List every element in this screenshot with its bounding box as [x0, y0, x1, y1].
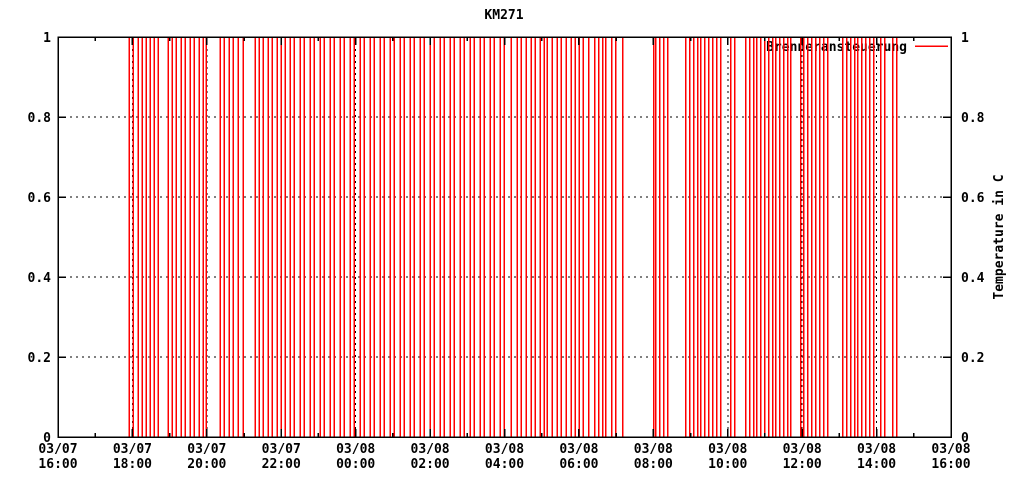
- x-tick-label-time: 06:00: [559, 457, 598, 472]
- y-tick-label-right: 0.4: [961, 271, 985, 286]
- x-tick-label-date: 03/07: [187, 442, 226, 457]
- y-tick-label-left: 0.6: [28, 191, 52, 206]
- x-tick-label-date: 03/08: [783, 442, 822, 457]
- x-tick-label-date: 03/08: [336, 442, 375, 457]
- x-tick-label-date: 03/08: [559, 442, 598, 457]
- x-tick-label-time: 18:00: [113, 457, 152, 472]
- x-tick-label-date: 03/08: [708, 442, 747, 457]
- x-tick-label-date: 03/08: [931, 442, 970, 457]
- data-series-layer: [128, 37, 948, 437]
- y-tick-label-right: 0: [961, 431, 969, 446]
- x-tick-label-time: 14:00: [857, 457, 896, 472]
- x-tick-label-date: 03/07: [38, 442, 77, 457]
- y-tick-label-right: 0.2: [961, 351, 984, 366]
- x-tick-label-date: 03/08: [411, 442, 450, 457]
- x-tick-label-time: 10:00: [708, 457, 747, 472]
- y-tick-label-right: 0.8: [961, 111, 985, 126]
- x-tick-label-date: 03/08: [634, 442, 673, 457]
- x-tick-label-date: 03/08: [485, 442, 524, 457]
- y-tick-label-right: 0.6: [961, 191, 985, 206]
- y-tick-label-left: 0.8: [28, 111, 52, 126]
- axes-layer: 0 00.2 0.20.4 0.40.6 0.60.8 0.81 103/0716:0003…: [28, 31, 985, 472]
- x-tick-label-date: 03/08: [857, 442, 896, 457]
- x-tick-label-time: 16:00: [38, 457, 77, 472]
- y-tick-label-left: 0.4: [28, 271, 52, 286]
- chart-title: KM271: [484, 8, 523, 23]
- y-tick-label-left: 0: [43, 431, 51, 446]
- x-tick-label-date: 03/07: [262, 442, 301, 457]
- y-tick-label-right: 1: [961, 31, 969, 46]
- x-tick-label-time: 00:00: [336, 457, 375, 472]
- x-tick-label-time: 16:00: [931, 457, 970, 472]
- x-tick-label-date: 03/07: [113, 442, 152, 457]
- x-tick-label-time: 22:00: [262, 457, 301, 472]
- y2-axis-label: Temperature in C: [992, 174, 1007, 299]
- x-tick-label-time: 08:00: [634, 457, 673, 472]
- x-tick-label-time: 02:00: [411, 457, 450, 472]
- y-tick-label-left: 1: [43, 31, 51, 46]
- x-tick-label-time: 04:00: [485, 457, 524, 472]
- x-tick-label-time: 20:00: [187, 457, 226, 472]
- x-tick-label-time: 12:00: [783, 457, 822, 472]
- y-tick-label-left: 0.2: [28, 351, 51, 366]
